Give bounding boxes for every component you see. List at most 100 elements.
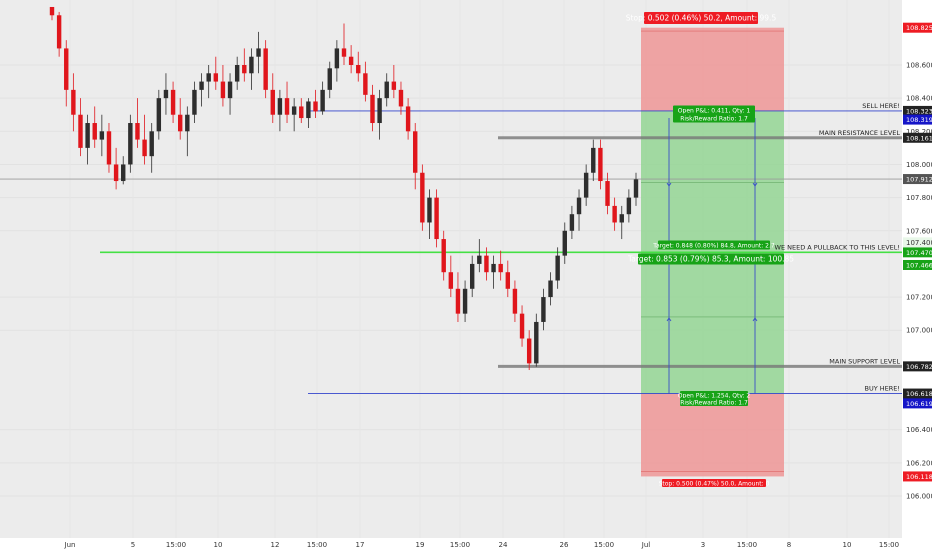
candle-body bbox=[413, 131, 418, 173]
long-stop-label: Stop: 0.500 (0.47%) 50.0, Amount: 0 bbox=[659, 479, 770, 488]
x-tick-label: 15:00 bbox=[594, 541, 614, 549]
price-axis[interactable] bbox=[902, 0, 932, 550]
price-tag-pullback bbox=[903, 247, 932, 258]
candle-body bbox=[363, 73, 368, 95]
candle-body bbox=[192, 89, 197, 115]
candle-body bbox=[505, 272, 511, 289]
y-tick-label: 106.200 bbox=[906, 459, 932, 467]
price-tag-text: 106.118 bbox=[906, 473, 932, 481]
x-tick-label: 5 bbox=[131, 541, 135, 549]
price-tag-extra-text: 107.400 bbox=[906, 239, 932, 247]
candle-body bbox=[128, 123, 133, 165]
time-axis[interactable] bbox=[0, 538, 902, 550]
x-tick-label: 15:00 bbox=[737, 541, 757, 549]
short-stop-label: Stop: 0.502 (0.46%) 50.2, Amount: 99.5 bbox=[626, 12, 776, 24]
long-stop-zone bbox=[641, 393, 784, 477]
long-stop-label-text: Stop: 0.500 (0.47%) 50.0, Amount: 0 bbox=[659, 481, 770, 488]
level-labels: SELL HERE! MAIN RESISTANCE LEVEL WE NEED A… bbox=[775, 102, 901, 393]
price-tag-text: 108.319 bbox=[906, 116, 932, 124]
candlestick-series bbox=[49, 6, 639, 371]
candle-body bbox=[71, 89, 76, 115]
price-tag-extra bbox=[903, 237, 932, 248]
candle-body bbox=[206, 73, 211, 82]
price-tag-support bbox=[903, 361, 932, 372]
candle-body bbox=[498, 263, 503, 273]
candle-body bbox=[213, 73, 219, 82]
support-line bbox=[498, 364, 902, 368]
long-rr-label: Risk/Reward Ratio: 1.7 bbox=[680, 398, 748, 407]
x-tick-label: 10 bbox=[214, 541, 223, 549]
candle-body bbox=[441, 239, 446, 273]
level-label-resistance: MAIN RESISTANCE LEVEL bbox=[819, 129, 900, 137]
price-tag-stop-top bbox=[903, 22, 932, 33]
candle-body bbox=[199, 81, 204, 90]
candle-body bbox=[526, 338, 532, 364]
candle-body bbox=[534, 321, 539, 364]
candle-body bbox=[583, 172, 589, 198]
y-tick-label: 106.000 bbox=[906, 493, 932, 501]
candle-body bbox=[299, 106, 304, 119]
price-tag-text: 108.825 bbox=[906, 24, 932, 32]
candle-body bbox=[598, 147, 603, 182]
candle-body bbox=[185, 114, 190, 132]
candle-body bbox=[220, 81, 226, 99]
y-tick-label: 108.400 bbox=[906, 95, 932, 103]
x-tick-label: 24 bbox=[499, 541, 508, 549]
candle-body bbox=[291, 106, 297, 115]
long-open-label: Open P&L: 1.254, Qty: 2 bbox=[678, 391, 751, 400]
candle-body bbox=[469, 263, 475, 289]
x-tick-label: 17 bbox=[356, 541, 365, 549]
candle-body bbox=[555, 255, 560, 281]
y-tick-label: 107.000 bbox=[906, 327, 932, 335]
candle-body bbox=[512, 288, 518, 314]
candle-body bbox=[113, 164, 119, 182]
long-target-label-text: Target: 0.853 (0.79%) 85.3, Amount: 100.… bbox=[627, 255, 794, 264]
short-open-label: Open P&L: 0.411, Qty: 1 bbox=[673, 105, 755, 115]
price-tag-text: 106.618 bbox=[906, 390, 932, 398]
level-label-pullback: WE NEED A PULLBACK TO THIS LEVEL! bbox=[775, 243, 900, 251]
price-tag-buy-b bbox=[903, 398, 932, 409]
candle-body bbox=[434, 197, 439, 240]
level-label-buy: BUY HERE! bbox=[865, 385, 900, 393]
price-tag-sell-b bbox=[903, 114, 932, 125]
price-tag-text: 106.619 bbox=[906, 400, 932, 408]
candle-body bbox=[149, 131, 154, 157]
candle-body bbox=[619, 214, 624, 223]
x-tick-label: Jul bbox=[641, 541, 651, 549]
candle-body bbox=[284, 98, 290, 115]
price-tag-pullback-b bbox=[903, 259, 932, 270]
short-target-label-text: Target: 0.848 (0.80%) 84.8, Amount: 2.7 bbox=[652, 243, 775, 250]
y-tick-label: 107.200 bbox=[906, 294, 932, 302]
candle-body bbox=[121, 164, 126, 182]
y-axis-ticks: 108.600 108.400 108.200 108.000 107.800 107.6… bbox=[906, 62, 932, 501]
candle-body bbox=[227, 81, 233, 99]
candle-body bbox=[106, 131, 112, 165]
short-open-label-text: Open P&L: 0.411, Qty: 1 bbox=[678, 108, 751, 115]
x-tick-label: 8 bbox=[787, 541, 791, 549]
candle-body bbox=[170, 89, 176, 115]
candle-body bbox=[519, 313, 525, 339]
candle-body bbox=[334, 48, 340, 69]
candle-body bbox=[263, 48, 268, 90]
y-tick-label: 108.200 bbox=[906, 128, 932, 136]
short-stop-zone bbox=[641, 27, 784, 111]
candle-body bbox=[92, 123, 97, 140]
resistance-line bbox=[498, 136, 902, 140]
candle-body bbox=[242, 65, 247, 74]
candle-body bbox=[569, 214, 575, 231]
long-open-label-text: Open P&L: 1.254, Qty: 2 bbox=[678, 393, 751, 400]
price-tag-text: 106.782 bbox=[906, 363, 932, 371]
candle-body bbox=[49, 6, 55, 16]
x-tick-label: 15:00 bbox=[166, 541, 186, 549]
candle-body bbox=[626, 197, 632, 215]
candle-body bbox=[277, 98, 283, 115]
y-tick-label: 108.000 bbox=[906, 161, 932, 169]
candle-body bbox=[156, 98, 162, 132]
short-target-label: Target: 0.848 (0.80%) 84.8, Amount: 2.7 bbox=[652, 240, 775, 250]
x-tick-label: Jun bbox=[64, 541, 76, 549]
candle-body bbox=[612, 205, 617, 223]
candle-body bbox=[398, 89, 404, 107]
candle-body bbox=[85, 123, 90, 148]
